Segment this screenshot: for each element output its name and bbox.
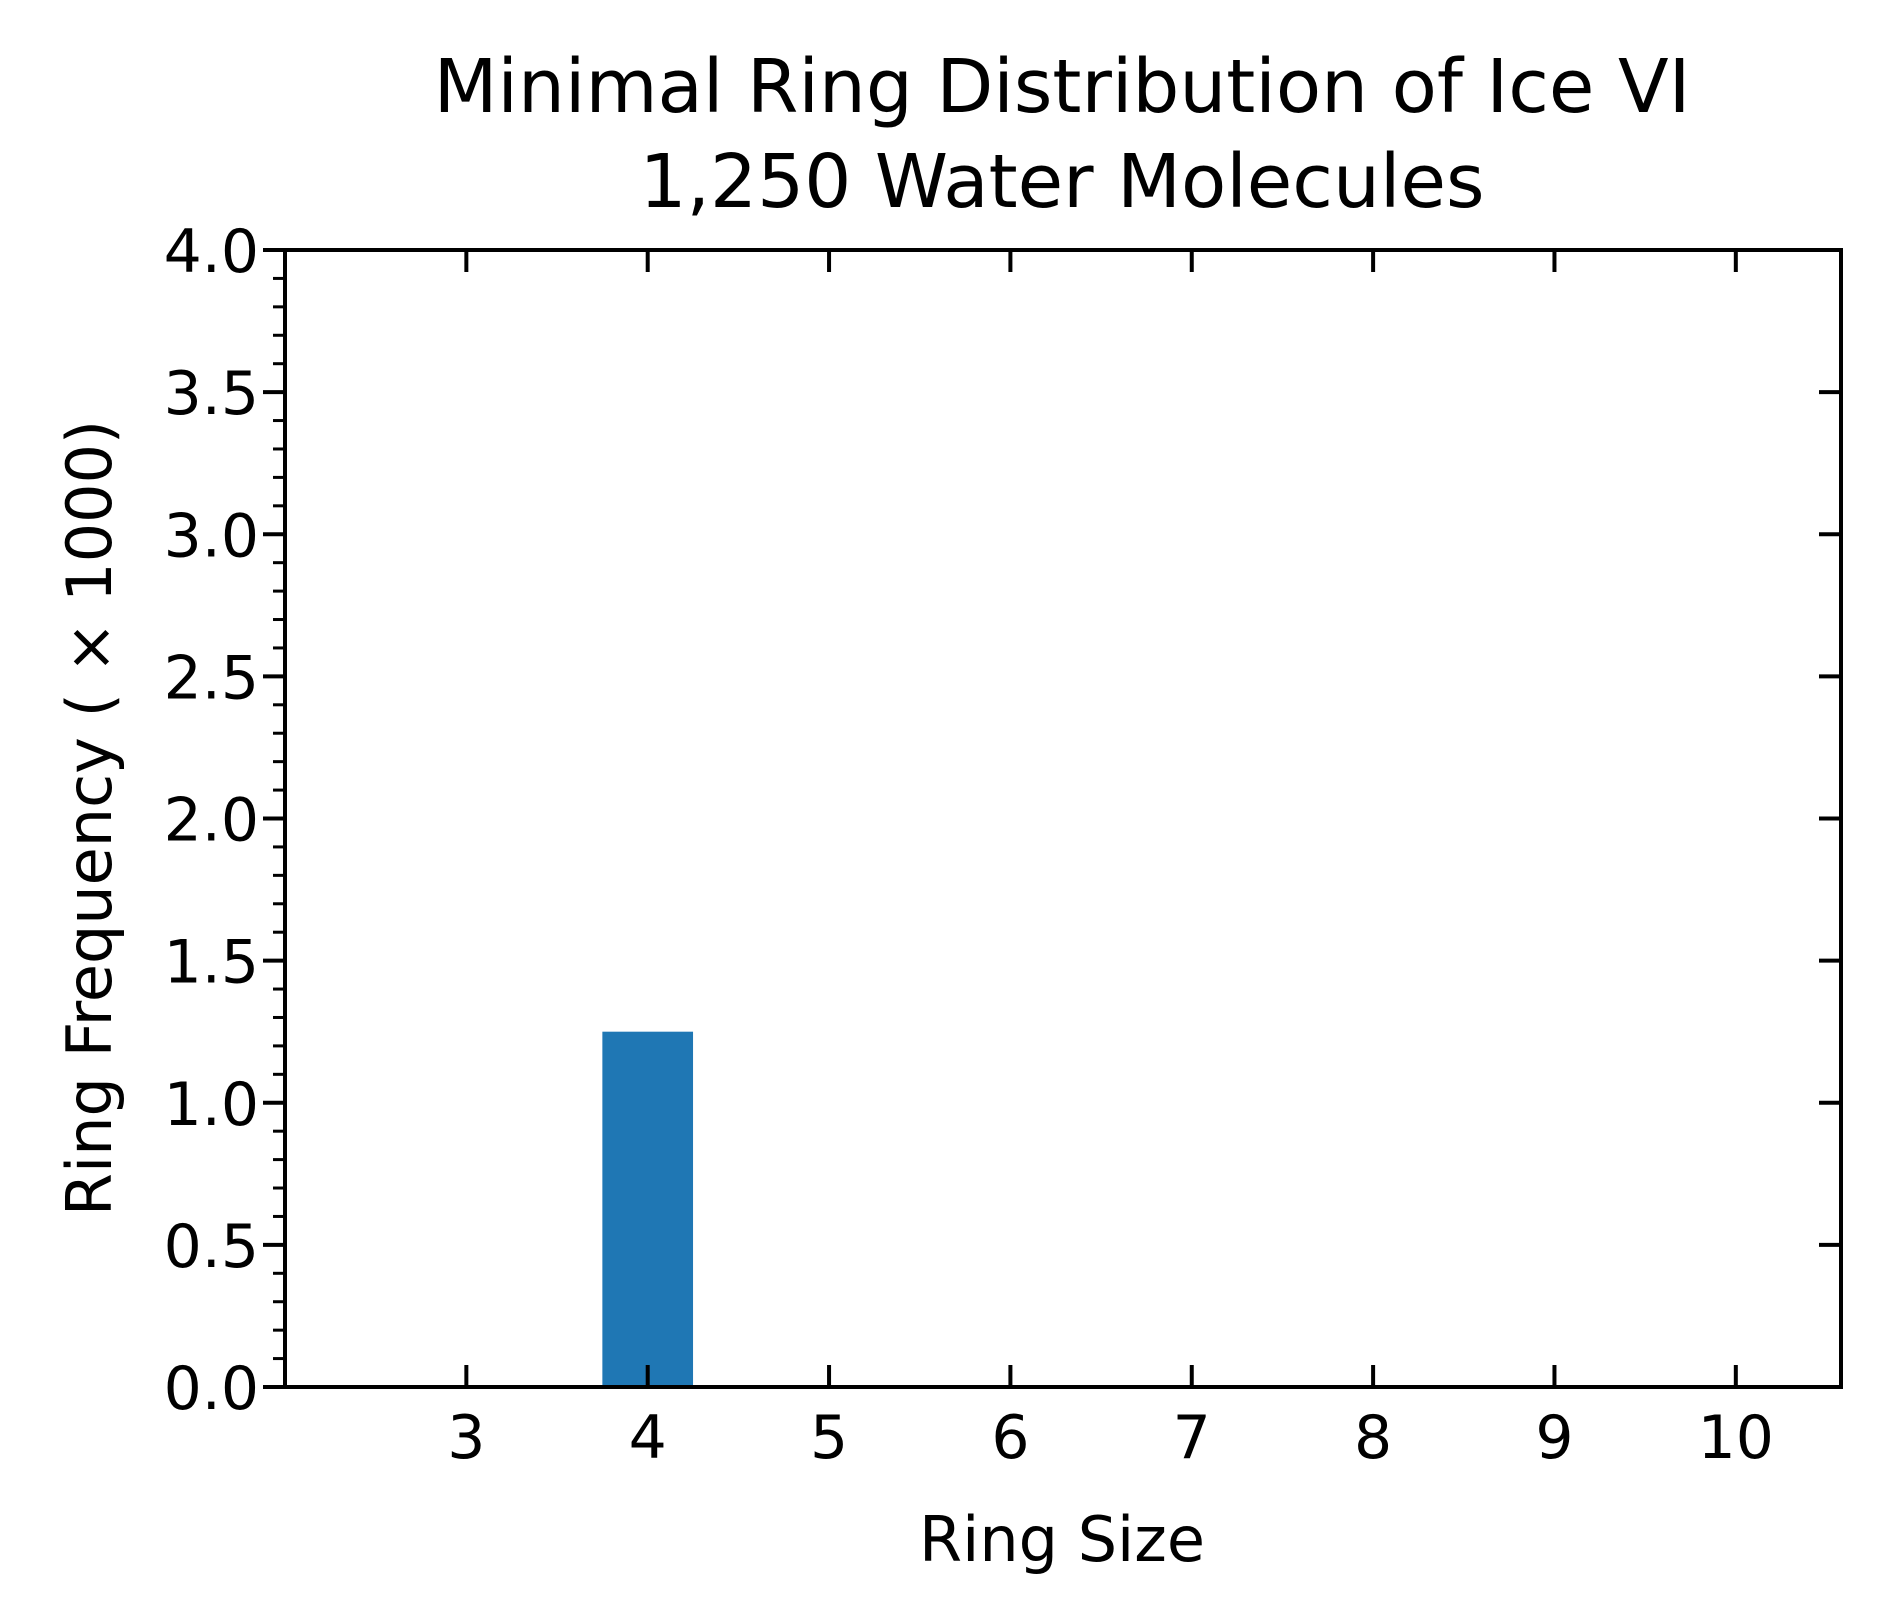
plot-area-frame (283, 248, 1843, 1389)
y-axis-label: Ring Frequency ( × 1000) (53, 420, 126, 1216)
x-tick-label: 9 (1535, 1403, 1573, 1473)
y-tick-label: 0.0 (164, 1354, 259, 1424)
x-tick-label: 4 (629, 1403, 667, 1473)
y-tick-label: 3.0 (164, 501, 259, 571)
y-tick-label: 3.5 (164, 359, 259, 429)
x-tick-label: 3 (447, 1403, 485, 1473)
x-tick-label: 7 (1173, 1403, 1211, 1473)
ticks-layer: 3 4 5 6 7 8 9 10 0.0 0.5 1.0 1.5 2.0 2.5 3.0 3.5 4.0 (164, 217, 1841, 1473)
x-tick-label: 8 (1354, 1403, 1392, 1473)
chart-subtitle: 1,250 Water Molecules (639, 139, 1484, 225)
y-tick-label: 1.0 (164, 1070, 259, 1140)
y-tick-label: 2.5 (164, 643, 259, 713)
x-axis-label: Ring Size (919, 1503, 1205, 1576)
bars-layer (602, 1031, 694, 1387)
chart-title: Minimal Ring Distribution of Ice VI (434, 44, 1691, 130)
y-tick-label: 0.5 (164, 1212, 259, 1282)
y-tick-label: 2.0 (164, 786, 259, 856)
y-tick-label: 4.0 (164, 217, 259, 287)
x-tick-label: 5 (810, 1403, 848, 1473)
x-tick-label: 10 (1698, 1403, 1774, 1473)
x-tick-label: 6 (991, 1403, 1029, 1473)
bar-ring-size-4 (602, 1031, 694, 1387)
y-tick-label: 1.5 (164, 928, 259, 998)
